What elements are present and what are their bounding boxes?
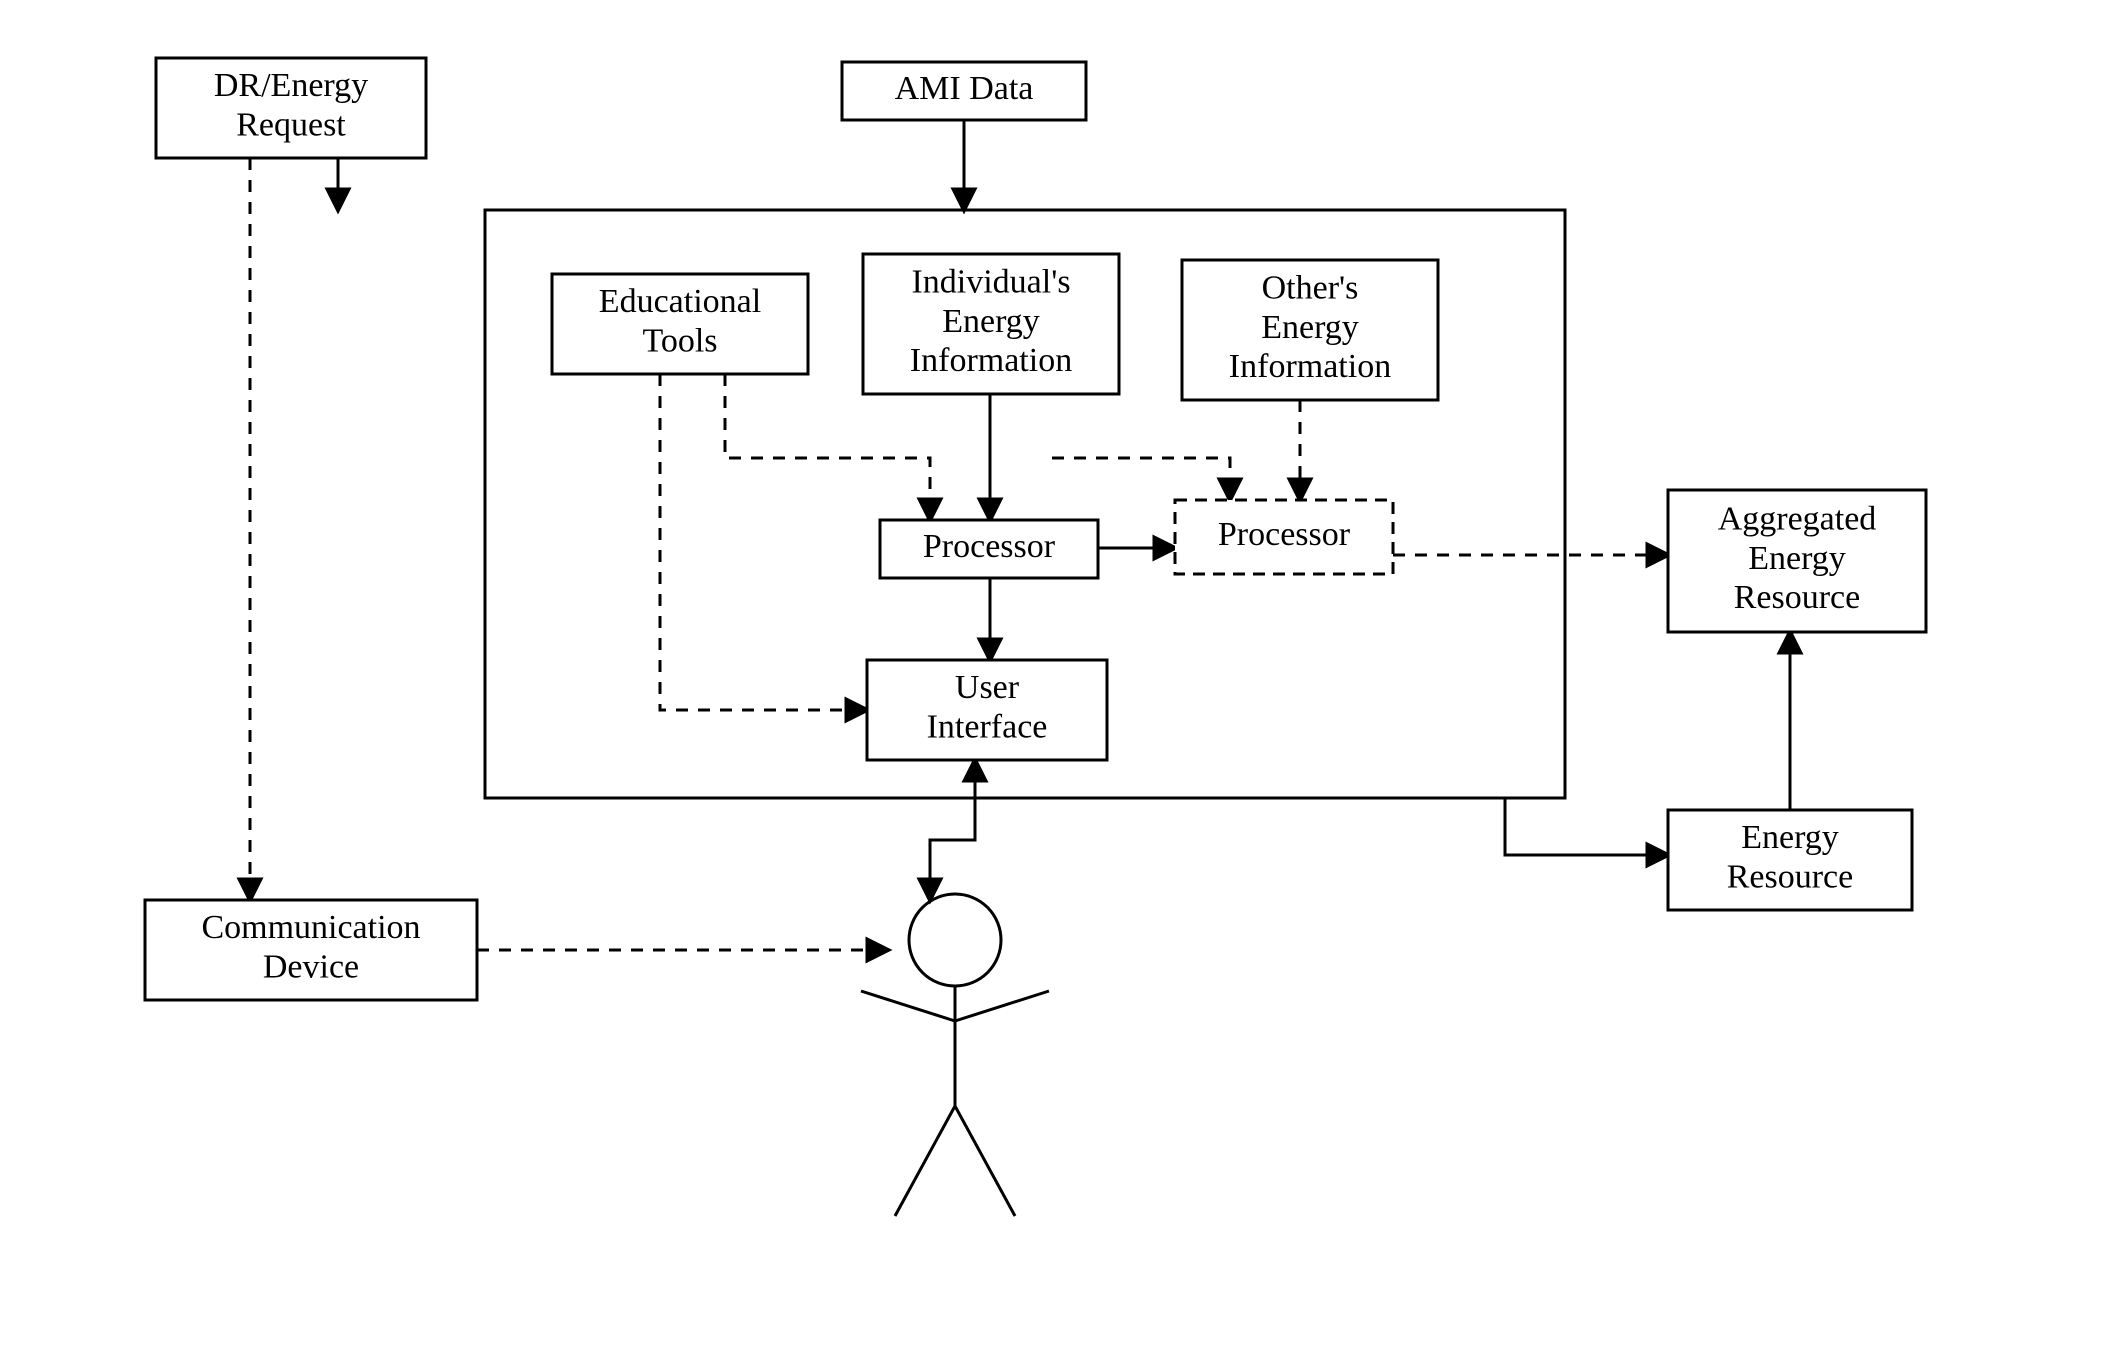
node-other-label: Other's <box>1262 270 1359 307</box>
edge-container-energy <box>1505 798 1668 855</box>
node-proc1-label: Processor <box>923 528 1056 565</box>
user-leg-left <box>895 1106 955 1216</box>
user-head <box>909 894 1001 986</box>
user-icon <box>861 894 1049 1216</box>
node-energy-label: Energy <box>1741 819 1839 856</box>
node-other-label: Information <box>1229 348 1391 385</box>
node-comm-label: Communication <box>201 909 420 946</box>
node-agg-label: Energy <box>1748 540 1846 577</box>
diagram-canvas: DR/EnergyRequest AMI Data EducationalTools… <box>0 0 2108 1365</box>
user-arm-right <box>955 991 1049 1021</box>
edge-edu-ui <box>660 374 867 710</box>
node-agg-label: Resource <box>1734 579 1861 616</box>
node-edu-label: Educational <box>599 283 761 320</box>
node-proc2-label: Processor <box>1218 516 1351 553</box>
user-leg-right <box>955 1106 1015 1216</box>
edge-indiv-proc2-branch <box>1052 458 1230 500</box>
node-edu-label: Tools <box>642 322 717 359</box>
edge-edu-proc1 <box>725 374 930 520</box>
node-ui-label: User <box>955 669 1020 706</box>
node-indiv-label: Individual's <box>911 264 1070 301</box>
node-energy-label: Resource <box>1727 858 1854 895</box>
node-ui-label: Interface <box>927 708 1048 745</box>
nodes-layer: DR/EnergyRequest AMI Data EducationalTools… <box>145 58 1926 1000</box>
node-comm-label: Device <box>263 948 359 985</box>
node-agg-label: Aggregated <box>1718 501 1877 538</box>
edge-user-ui <box>930 760 975 900</box>
user-arm-left <box>861 991 955 1021</box>
node-indiv-label: Energy <box>942 303 1040 340</box>
node-dr-label: DR/Energy <box>214 67 368 104</box>
node-dr-label: Request <box>236 106 346 143</box>
node-other-label: Energy <box>1261 309 1359 346</box>
node-indiv-label: Information <box>910 342 1072 379</box>
node-ami-label: AMI Data <box>895 70 1034 107</box>
